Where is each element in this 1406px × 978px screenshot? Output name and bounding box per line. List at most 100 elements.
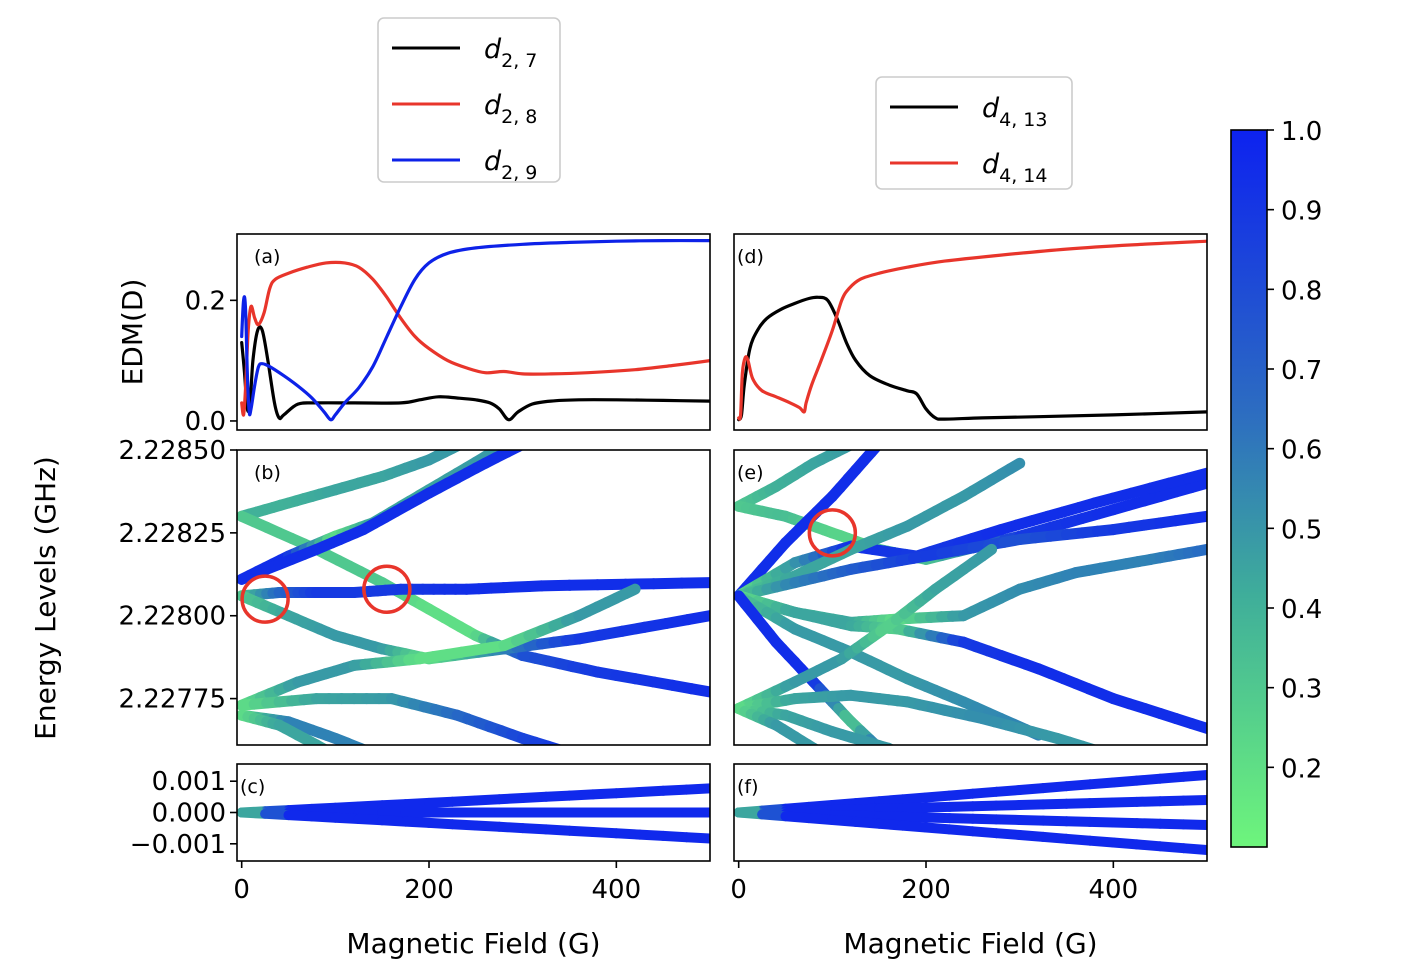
ytick-label: 0.001 [152, 767, 226, 797]
band-segment [339, 757, 350, 763]
band-segment [523, 424, 532, 431]
colorbar-tick-label: 0.9 [1281, 197, 1322, 227]
ytick-label: 0.2 [185, 286, 226, 316]
series-d_{2,7} [240, 325, 710, 422]
xtick-label: 400 [592, 875, 642, 905]
fan-segment [1178, 770, 1207, 782]
band-segment [573, 754, 586, 758]
legend-label-subscript: 4, 13 [999, 109, 1047, 131]
band-segment [976, 543, 998, 562]
ytick-label: 2.22825 [118, 519, 226, 549]
band-segment [355, 742, 367, 745]
series-e6 [734, 510, 1207, 602]
panel-label-b: (b) [254, 462, 281, 484]
xtick-label: 200 [404, 875, 454, 905]
legend-label-base: d [982, 149, 1000, 180]
band-segment [1076, 740, 1097, 745]
band-segment [542, 740, 563, 745]
colorbar-tick-label: 0.3 [1281, 675, 1322, 705]
plot-area-e [734, 440, 1207, 782]
band-segment [907, 757, 916, 761]
band-segment [1120, 758, 1133, 762]
legend-left: d2, 7d2, 8d2, 9 [377, 17, 561, 184]
band-segment [447, 450, 462, 454]
band-segment [513, 430, 522, 437]
band-segment [874, 742, 884, 745]
legend-box [377, 17, 561, 183]
colorbar: 1.0 0.9 0.8 0.7 0.6 0.5 0.4 0.3 0.2 [1230, 117, 1322, 848]
series-e12 [734, 689, 1133, 762]
band-segment [620, 583, 641, 600]
band-segment [926, 766, 935, 770]
panel-label-e: (e) [737, 462, 764, 484]
xtick-label: 400 [1089, 875, 1139, 905]
band-segment [839, 450, 853, 454]
band-segment [1064, 736, 1088, 745]
legend-label: d4, 14 [982, 149, 1048, 187]
fan-segment [1178, 843, 1207, 855]
colorbar-tick-label: 1.0 [1281, 117, 1322, 147]
series-d_{4,13} [737, 295, 1207, 422]
band-segment [898, 766, 907, 775]
legend-label-subscript: 2, 8 [501, 106, 537, 128]
xtick-label: 0 [730, 875, 747, 905]
band-segment [884, 742, 895, 745]
band-segment [898, 753, 907, 758]
band-segment [501, 450, 523, 458]
band-segment [935, 770, 944, 774]
band-segment [489, 450, 505, 456]
band-segment [371, 775, 382, 781]
ytick-label: 0.0 [185, 407, 226, 437]
band-segment [1004, 457, 1026, 475]
line-d_{2,7} [240, 325, 710, 422]
series-e14 [734, 703, 869, 782]
band-segment [532, 417, 541, 424]
series-c3 [237, 807, 710, 844]
band-segment [311, 739, 328, 745]
ytick-label: 0.000 [152, 799, 226, 829]
axes-frame-b [236, 449, 711, 746]
series-d_{4,14} [737, 239, 1207, 421]
fan-segment [1178, 795, 1207, 806]
band-segment [504, 437, 513, 444]
line-d_{4,14} [737, 239, 1207, 421]
legend-label-subscript: 4, 14 [999, 165, 1047, 187]
plot-area-f [734, 770, 1207, 855]
panel-label-d: (d) [737, 246, 764, 268]
band-segment [865, 450, 881, 458]
band-segment [360, 769, 371, 775]
band-segment [860, 776, 869, 782]
panel-label-a: (a) [254, 246, 280, 268]
series-b7 [237, 583, 641, 711]
series-b4 [237, 384, 645, 585]
plot-area-b [237, 384, 710, 781]
panel-e: (e) [733, 440, 1208, 782]
fan-segment [681, 783, 710, 795]
band-segment [328, 751, 339, 757]
legend-label-subscript: 2, 9 [501, 162, 537, 184]
legend-label-base: d [982, 93, 1000, 124]
line-d_{2,8} [240, 260, 710, 417]
band-segment [513, 450, 524, 453]
axes-frame-f [733, 763, 1208, 862]
fan-segment [681, 832, 710, 844]
band-segment [460, 441, 468, 445]
panel-a: (a) 0.0 0.2 EDM(D) [116, 233, 711, 437]
shared-y-axis-label: Energy Levels (GHz) [29, 456, 62, 740]
plot-area-d [737, 239, 1207, 422]
line-d_{4,13} [737, 295, 1207, 422]
xtick-label: 200 [901, 875, 951, 905]
fan-segment [1178, 819, 1207, 830]
band-segment [682, 610, 710, 626]
band-segment [853, 440, 861, 444]
band-segment [629, 384, 645, 392]
band-segment [557, 744, 563, 745]
band-segment [540, 430, 551, 436]
axes-frame-e [733, 449, 1208, 746]
band-segment [468, 437, 476, 441]
band-segment [373, 753, 386, 758]
band-segment [529, 736, 554, 745]
series-b9 [237, 709, 382, 781]
